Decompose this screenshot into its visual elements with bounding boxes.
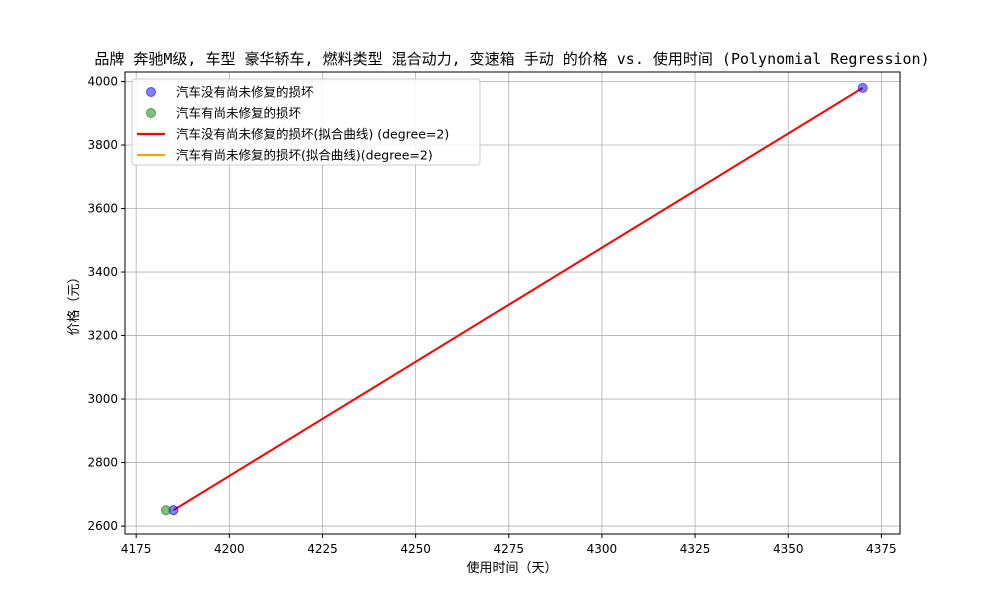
y-tick-label: 3000 [87,392,118,406]
y-tick-label: 3800 [87,138,118,152]
y-tick-label: 2600 [87,519,118,533]
axis-ticks: 4175 4200 4225 4250 4275 4300 4325 4350 4375 2600… [87,75,896,556]
legend-entry-label: 汽车有尚未修复的损坏 [176,106,302,121]
y-tick-label: 2800 [87,456,118,470]
x-tick-label: 4250 [400,542,431,556]
x-tick-label: 4375 [866,542,897,556]
fit-line [172,87,864,512]
chart-title: 品牌 奔驰M级, 车型 豪华轿车, 燃料类型 混合动力, 变速箱 手动 的价格 … [94,50,929,68]
legend-entry-label: 汽车没有尚未修复的损坏(拟合曲线) (degree=2) [176,127,449,142]
x-tick-label: 4200 [214,542,245,556]
legend-marker [146,87,156,97]
x-tick-label: 4225 [307,542,338,556]
legend-marker [146,108,156,118]
grid [125,72,900,534]
plot-frame [124,71,901,535]
x-tick-label: 4300 [587,542,618,556]
legend-box [131,78,481,166]
y-axis-label: 价格（元） [66,270,82,335]
plot-series [160,82,868,516]
legend-entry-label: 汽车有尚未修复的损坏(拟合曲线)(degree=2) [176,148,433,163]
x-tick-label: 4175 [121,542,152,556]
x-axis-label: 使用时间（天） [466,560,557,576]
y-tick-label: 3600 [87,202,118,216]
x-tick-label: 4325 [680,542,711,556]
y-tick-label: 3200 [87,329,118,343]
x-tick-label: 4350 [773,542,804,556]
x-tick-label: 4275 [494,542,525,556]
y-tick-label: 4000 [87,75,118,89]
legend-entry-label: 汽车没有尚未修复的损坏 [176,85,314,100]
scatter-point [160,505,171,516]
scatter-point [857,82,868,93]
y-tick-label: 3400 [87,265,118,279]
